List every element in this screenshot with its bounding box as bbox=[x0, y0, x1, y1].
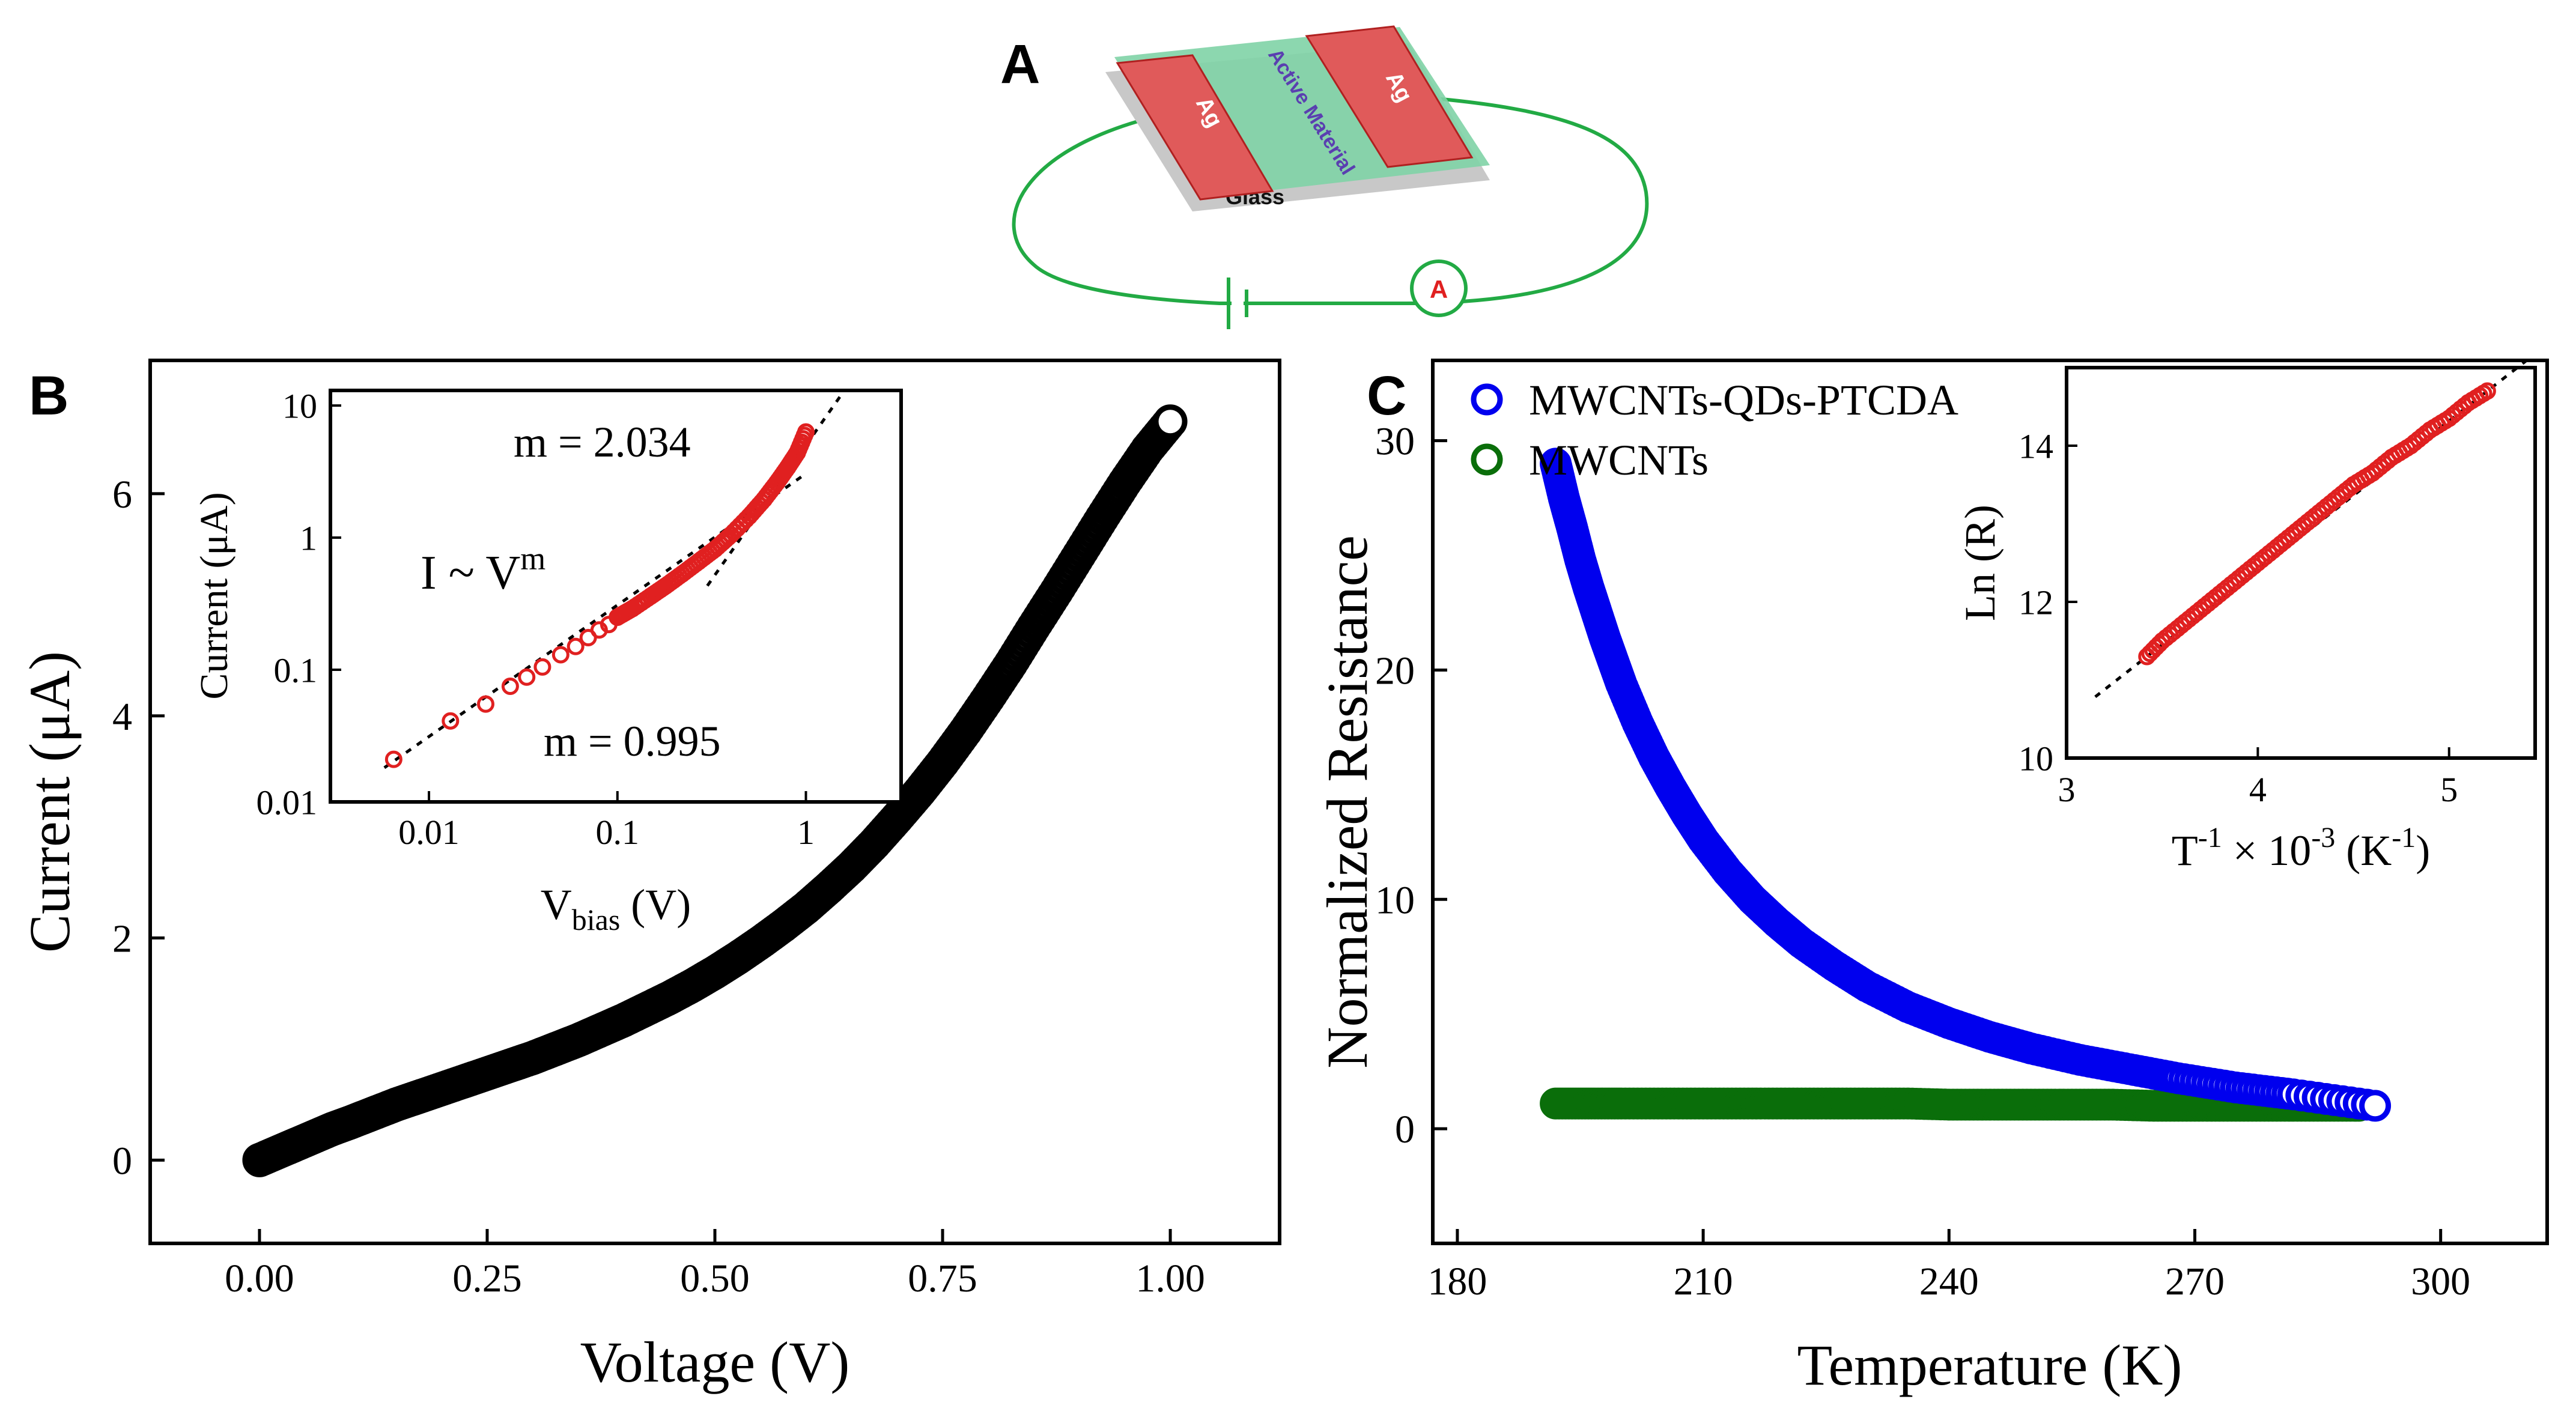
chart-b-inset-frame bbox=[329, 389, 903, 804]
panel-b-letter: B bbox=[29, 365, 68, 426]
inset-xlabel-sub: bias bbox=[572, 903, 621, 936]
inset-c-xlabel-unit-base: (K bbox=[2335, 827, 2392, 875]
x-tick-label: 1 bbox=[797, 813, 815, 852]
data-point bbox=[518, 668, 536, 686]
data-point bbox=[442, 712, 460, 730]
y-tick-label: 30 bbox=[1375, 420, 1415, 464]
chart-c-inset-points bbox=[2138, 382, 2496, 666]
x-tick-label: 210 bbox=[1674, 1260, 1733, 1303]
y-tick-label: 12 bbox=[2019, 583, 2053, 622]
legend-marker-mwcnts-qds-ptcda bbox=[1471, 383, 1503, 416]
y-tick-label: 0 bbox=[1395, 1108, 1415, 1151]
data-point bbox=[551, 646, 570, 664]
x-tick-label: 5 bbox=[2440, 770, 2458, 809]
chart-b-inset-bg bbox=[330, 390, 901, 802]
chart-b-inset-slope-low: m = 0.995 bbox=[544, 717, 721, 765]
y-tick-label: 10 bbox=[1375, 878, 1415, 922]
ammeter-label: A bbox=[1430, 275, 1448, 303]
battery-gap bbox=[1232, 297, 1244, 310]
x-tick-label: 3 bbox=[2058, 770, 2076, 809]
inset-c-xlabel-unit-exp: -1 bbox=[2392, 822, 2416, 854]
inset-c-xlabel-base: T bbox=[2172, 827, 2198, 875]
panel-c: C 180 210 240 270 300 0 10 20 30 Temperature (K)… bbox=[1315, 355, 2549, 1397]
y-tick-label: 4 bbox=[112, 695, 132, 739]
chart-c-frame bbox=[1431, 359, 2549, 1245]
chart-c-ticks: 180 210 240 270 300 0 10 20 30 bbox=[1375, 420, 2470, 1303]
x-tick-label: 0.00 bbox=[225, 1257, 294, 1300]
y-tick-label: 0.1 bbox=[274, 651, 318, 690]
chart-b-inset-points bbox=[384, 423, 815, 768]
chart-c-xlabel: Temperature (K) bbox=[1797, 1333, 2183, 1397]
chart-b-inset-ticks: 0.01 0.1 1 0.01 0.1 1 10 bbox=[257, 386, 815, 852]
panel-a-letter: A bbox=[1000, 34, 1040, 95]
chart-c-inset-ticks: 3 4 5 10 12 14 bbox=[2019, 426, 2458, 809]
y-tick-label: 1 bbox=[300, 518, 317, 557]
x-tick-label: 0.75 bbox=[908, 1257, 977, 1300]
x-tick-label: 300 bbox=[2411, 1260, 2470, 1303]
x-tick-label: 0.1 bbox=[596, 813, 640, 852]
chart-b-xlabel: Voltage (V) bbox=[580, 1330, 850, 1394]
chart-c-ylabel: Normalized Resistance bbox=[1315, 535, 1379, 1069]
inset-xlabel-unit: (V) bbox=[620, 881, 691, 929]
chart-c-legend: MWCNTs-QDs-PTCDA MWCNTs bbox=[1471, 376, 1958, 484]
inset-c-xlabel-mid: × 10 bbox=[2222, 827, 2312, 875]
chart-c-inset-ylabel: Ln (R) bbox=[1956, 505, 2004, 621]
inset-c-xlabel-exp1: -1 bbox=[2198, 822, 2222, 854]
chart-b-ticks: 0.00 0.25 0.50 0.75 1.00 0 2 4 6 bbox=[112, 473, 1205, 1300]
panel-c-letter: C bbox=[1367, 365, 1406, 426]
chart-c-inset-xlabel: T-1 × 10-3 (K-1) bbox=[2172, 822, 2431, 875]
data-point bbox=[567, 637, 585, 655]
y-tick-label: 10 bbox=[2019, 739, 2053, 778]
x-tick-label: 240 bbox=[1919, 1260, 1979, 1303]
panel-b: B 0.00 0.25 0.50 0.75 1.00 0 2 4 6 Voltage (V) C… bbox=[17, 359, 1281, 1394]
power-law-base: I ~ V bbox=[421, 547, 520, 599]
chart-c-inset-bg bbox=[2067, 368, 2535, 758]
legend-label-mwcnts: MWCNTs bbox=[1529, 436, 1709, 484]
data-point bbox=[501, 678, 519, 696]
data-point bbox=[476, 695, 494, 713]
y-tick-label: 10 bbox=[282, 386, 317, 425]
y-tick-label: 20 bbox=[1375, 649, 1415, 693]
x-tick-label: 1.00 bbox=[1135, 1257, 1205, 1300]
ag-electrode-right bbox=[1305, 25, 1474, 168]
chart-b-ylabel: Current (μA) bbox=[17, 651, 82, 953]
chart-b-inset-slope-high: m = 2.034 bbox=[514, 418, 691, 466]
data-point bbox=[533, 658, 551, 676]
x-tick-label: 0.25 bbox=[452, 1257, 522, 1300]
y-tick-label: 0 bbox=[112, 1139, 132, 1183]
x-tick-label: 4 bbox=[2249, 770, 2267, 809]
legend-marker-mwcnts bbox=[1471, 443, 1503, 476]
ag-electrode-left bbox=[1116, 54, 1274, 201]
power-law-exponent: m bbox=[520, 541, 545, 577]
chart-c-inset-frame bbox=[2065, 366, 2537, 760]
x-tick-label: 0.50 bbox=[680, 1257, 750, 1300]
data-point bbox=[2478, 382, 2496, 400]
x-tick-label: 180 bbox=[1427, 1260, 1487, 1303]
legend-label-mwcnts-qds-ptcda: MWCNTs-QDs-PTCDA bbox=[1529, 376, 1958, 424]
chart-b-inset-ylabel: Current (μA) bbox=[192, 492, 236, 699]
panel-a: A Glass Active Material Ag Ag A bbox=[1000, 25, 1649, 329]
data-point bbox=[1153, 404, 1188, 439]
ammeter-icon bbox=[1410, 259, 1468, 317]
inset-c-xlabel-exp2: -3 bbox=[2311, 822, 2335, 854]
inset-c-xlabel-close: ) bbox=[2416, 827, 2430, 875]
y-tick-label: 6 bbox=[112, 473, 132, 517]
inset-xlabel-main: V bbox=[541, 881, 572, 929]
chart-c-points bbox=[1540, 448, 2392, 1122]
y-tick-label: 0.01 bbox=[257, 783, 318, 822]
chart-b-points bbox=[242, 404, 1188, 1177]
x-tick-label: 270 bbox=[2165, 1260, 2225, 1303]
y-tick-label: 14 bbox=[2019, 426, 2053, 466]
y-tick-label: 2 bbox=[112, 917, 132, 961]
chart-b-inset-xlabel: Vbias (V) bbox=[541, 881, 691, 936]
x-tick-label: 0.01 bbox=[398, 813, 460, 852]
chart-b-inset-power-law: I ~ Vm bbox=[421, 541, 545, 599]
data-point bbox=[2359, 1090, 2392, 1122]
data-point bbox=[384, 750, 402, 768]
data-point bbox=[797, 423, 815, 441]
